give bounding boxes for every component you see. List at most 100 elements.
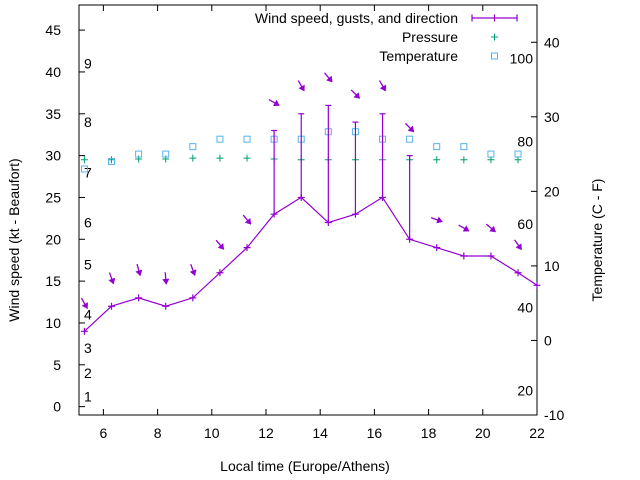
y-right-tick-label: 10 [544, 258, 560, 274]
legend-label-temperature: Temperature [379, 48, 458, 64]
y-right-tick-label: 0 [544, 332, 552, 348]
wind-series [80, 104, 541, 335]
pressure-point [433, 156, 441, 164]
wind-speed-point [270, 210, 278, 218]
wind-speed-point [487, 252, 495, 260]
wind-arrow-head [162, 278, 170, 285]
wind-arrow-head [515, 243, 522, 251]
wind-speed-point [514, 269, 522, 277]
wind-arrow-head [272, 99, 280, 107]
wind-arrow-head [135, 269, 143, 277]
x-tick-label: 16 [367, 425, 383, 441]
beaufort-label: 7 [84, 164, 92, 180]
x-tick-label: 22 [529, 425, 545, 441]
beaufort-label: 9 [84, 56, 92, 72]
wind-speed-point [297, 193, 305, 201]
temperature-point [108, 158, 116, 166]
wind-speed-point [460, 252, 468, 260]
legend-label-pressure: Pressure [402, 29, 458, 45]
x-tick-label: 12 [258, 425, 274, 441]
wind-arrow-head [436, 216, 443, 224]
y-left-tick-label: 0 [53, 399, 61, 415]
pressure-point [162, 155, 170, 163]
wind-speed-point [243, 244, 251, 252]
y-left-tick-label: 45 [45, 22, 61, 38]
wind-speed-point [406, 235, 414, 243]
temperature-point [460, 143, 468, 151]
beaufort-label: 2 [84, 365, 92, 381]
wind-speed-point [80, 327, 88, 335]
x-tick-label: 14 [312, 425, 328, 441]
beaufort-label: 6 [84, 215, 92, 231]
pressure-point [216, 154, 224, 162]
x-tick-label: 8 [154, 425, 162, 441]
y-right-tick-label: -10 [544, 407, 564, 423]
x-tick-label: 20 [475, 425, 491, 441]
wind-arrow-head [189, 269, 197, 276]
y-left-tick-label: 20 [45, 231, 61, 247]
temperature-point [433, 143, 441, 151]
temperature-point [487, 150, 495, 158]
pressure-point [460, 156, 468, 164]
y-left-tick-label: 5 [53, 357, 61, 373]
wind-arrow-head [244, 217, 252, 225]
wind-speed-point [216, 269, 224, 277]
y-right-tick-label: 40 [544, 34, 560, 50]
pressure-point [243, 154, 251, 162]
fahrenheit-labels: 20 40 60 80 100 [510, 51, 534, 399]
y-right-tick-label: 20 [544, 183, 560, 199]
legend-label-wind: Wind speed, gusts, and direction [255, 10, 458, 26]
wind-arrow-head [379, 84, 387, 92]
wind-speed-point [433, 244, 441, 252]
fahrenheit-label: 40 [517, 300, 533, 316]
y-left-tick-label: 40 [45, 64, 61, 80]
y-left-axis-label: Wind speed (kt - Beaufort) [6, 158, 22, 321]
y-left-tick-label: 25 [45, 189, 61, 205]
x-tick-label: 6 [99, 425, 107, 441]
wind-arrow-head [108, 277, 116, 285]
plot-border [78, 4, 538, 416]
wind-arrow-head [326, 75, 333, 83]
wind-direction-arrows [80, 72, 523, 309]
wind-speed-point [533, 281, 541, 289]
x-tick-label: 18 [421, 425, 437, 441]
wind-speed-point [108, 302, 116, 310]
y-right-axis-ticks: -10 0 10 20 30 40 [531, 34, 564, 423]
wind-arrow-head [462, 225, 470, 232]
x-tick-label: 10 [204, 425, 220, 441]
wind-speed-line [83, 196, 538, 332]
pressure-point [189, 154, 197, 162]
x-axis-ticks: 6 8 10 12 14 16 18 20 22 [99, 5, 545, 441]
wind-speed-point [379, 193, 387, 201]
pressure-point [135, 155, 143, 163]
beaufort-labels: 1 2 3 4 5 6 7 8 9 [84, 56, 92, 405]
wind-arrow-head [81, 302, 88, 309]
legend: Wind speed, gusts, and direction Pressur… [255, 10, 518, 64]
temperature-point [80, 165, 88, 173]
fahrenheit-label: 20 [517, 382, 533, 398]
wind-speed-point [351, 210, 359, 218]
wind-arrow-head [407, 125, 415, 133]
temperature-point [135, 150, 143, 158]
temperature-series [80, 128, 522, 173]
plot-frame [78, 4, 538, 416]
beaufort-label: 3 [84, 340, 92, 356]
wind-arrow-head [298, 84, 305, 92]
beaufort-label: 8 [84, 114, 92, 130]
legend-mark-temperature [491, 52, 498, 60]
wind-speed-point [162, 302, 170, 310]
y-right-tick-label: 30 [544, 109, 560, 125]
wind-speed-point [135, 294, 143, 302]
beaufort-label: 4 [84, 307, 92, 323]
y-right-axis-label: Temperature (C - F) [589, 179, 605, 302]
temperature-point [216, 135, 224, 143]
temperature-point [162, 150, 170, 158]
temperature-point [243, 135, 251, 143]
beaufort-label: 1 [84, 389, 92, 405]
legend-mark-pressure [491, 33, 498, 41]
y-left-tick-label: 10 [45, 315, 61, 331]
y-left-tick-label: 35 [45, 106, 61, 122]
temperature-point [514, 150, 522, 158]
x-axis-label: Local time (Europe/Athens) [220, 458, 390, 474]
